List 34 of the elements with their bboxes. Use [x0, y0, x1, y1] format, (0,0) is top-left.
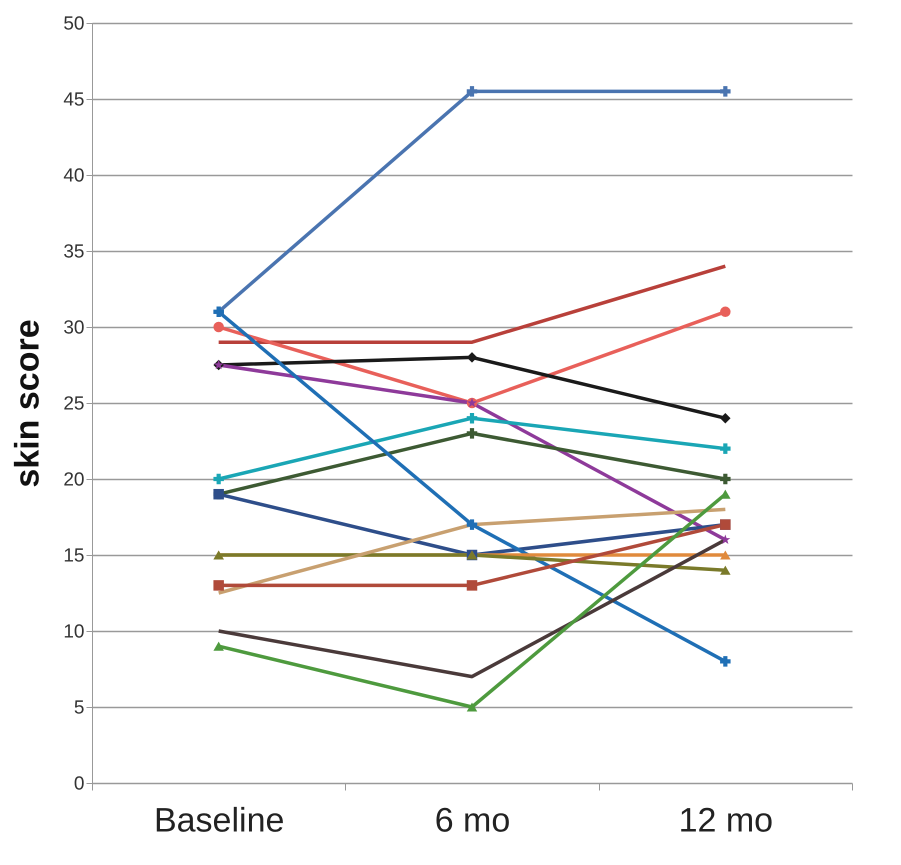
y-tick-label: 25 [63, 394, 84, 414]
y-tick-label: 0 [74, 774, 84, 794]
point [466, 352, 478, 363]
point [720, 443, 731, 454]
x-tick-label: 12 mo [678, 802, 774, 840]
point [720, 86, 731, 97]
y-axis-title: skin score [8, 319, 46, 488]
point [720, 474, 731, 484]
point [213, 642, 224, 651]
point [720, 566, 731, 575]
x-tick-label: Baseline [154, 802, 284, 840]
point [213, 322, 224, 332]
y-tick-label: 35 [63, 242, 84, 262]
point [466, 412, 478, 424]
y-tick-label: 5 [74, 698, 84, 718]
point [466, 519, 478, 530]
point [720, 306, 731, 318]
point [213, 580, 224, 591]
point [720, 412, 731, 424]
y-tick-label: 45 [63, 90, 84, 110]
y-tick-label: 40 [63, 166, 84, 186]
point [720, 656, 731, 667]
point [720, 550, 731, 560]
point [466, 86, 478, 97]
y-tick-label: 50 [63, 14, 84, 34]
point [466, 702, 478, 712]
point [213, 474, 224, 484]
y-tick-label: 20 [63, 470, 84, 490]
y-tick-label: 30 [63, 318, 84, 338]
point [466, 428, 478, 439]
point [466, 580, 478, 591]
y-tick-label: 10 [63, 622, 84, 642]
x-tick-label: 6 mo [434, 802, 510, 840]
y-tick-label: 15 [63, 546, 84, 566]
